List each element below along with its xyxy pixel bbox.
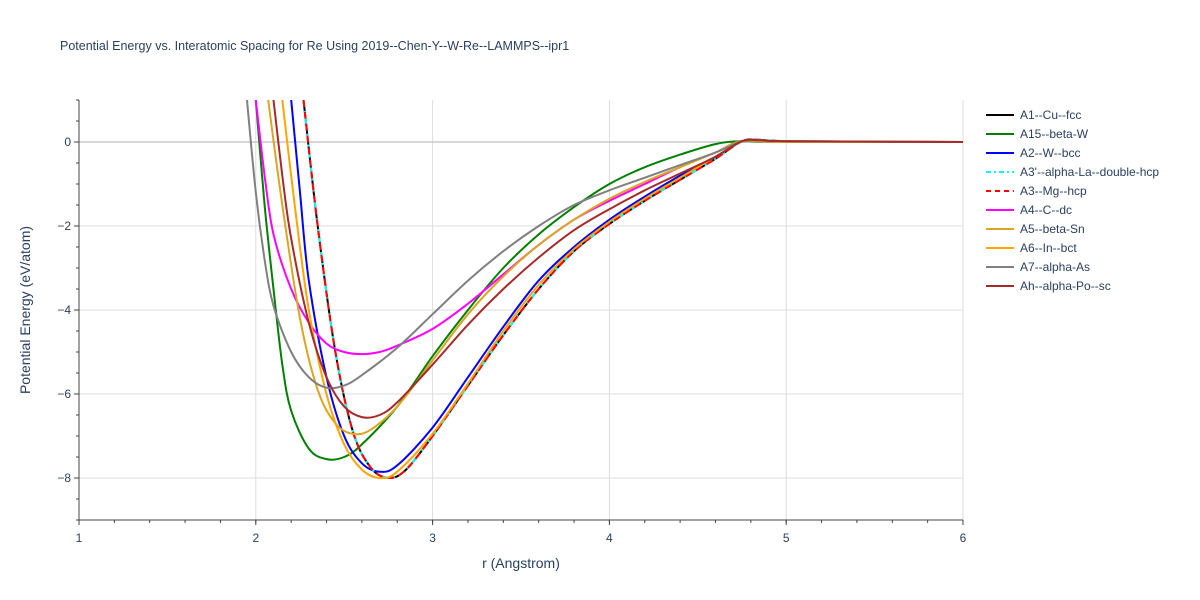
legend-label: A2--W--bcc [1020, 146, 1080, 160]
series-line-a15-beta-w [254, 100, 963, 461]
series-line-ah-alpha-po-sc [272, 100, 963, 419]
axes: 1 2 3 4 5 6 0 −2 −4 −6 −8 [57, 99, 967, 545]
x-tick-label: 4 [606, 531, 613, 545]
chart-title: Potential Energy vs. Interatomic Spacing… [60, 39, 569, 53]
x-axis-label: r (Angstrom) [482, 555, 560, 571]
legend-item[interactable]: A5--beta-Sn [986, 222, 1085, 236]
legend-label: A6--In--bct [1020, 241, 1077, 255]
legend[interactable]: A1--Cu--fcc A15--beta-W A2--W--bcc A3'--alp… [986, 108, 1159, 293]
legend-item[interactable]: A3'--alpha-La--double-hcp [986, 165, 1159, 179]
legend-label: A3'--alpha-La--double-hcp [1020, 165, 1159, 179]
y-tick-label: −6 [57, 387, 71, 401]
legend-label: Ah--alpha-Po--sc [1020, 279, 1111, 293]
legend-item[interactable]: A4--C--dc [986, 203, 1072, 217]
y-tick-label: −2 [57, 219, 71, 233]
legend-label: A7--alpha-As [1020, 260, 1090, 274]
series-line-a7-alpha-as [246, 100, 963, 390]
grid [79, 100, 964, 520]
legend-item[interactable]: A7--alpha-As [986, 260, 1090, 274]
y-tick-label: 0 [64, 135, 71, 149]
legend-item[interactable]: A2--W--bcc [986, 146, 1080, 160]
y-tick-label: −4 [57, 303, 71, 317]
series-line-a3-mg-hcp [302, 100, 963, 480]
x-tick-label: 2 [252, 531, 259, 545]
series-line-a1-cu-fcc [302, 100, 963, 480]
series-line-a2-w-bcc [290, 100, 963, 473]
series-lines [246, 100, 963, 480]
legend-label: A15--beta-W [1020, 127, 1089, 141]
legend-label: A3--Mg--hcp [1020, 184, 1087, 198]
x-tick-label: 6 [960, 531, 967, 545]
legend-item[interactable]: A3--Mg--hcp [986, 184, 1087, 198]
series-line-a5-beta-sn [267, 100, 963, 436]
legend-label: A4--C--dc [1020, 203, 1072, 217]
legend-label: A1--Cu--fcc [1020, 108, 1081, 122]
legend-item[interactable]: Ah--alpha-Po--sc [986, 279, 1111, 293]
legend-item[interactable]: A15--beta-W [986, 127, 1089, 141]
legend-label: A5--beta-Sn [1020, 222, 1085, 236]
x-tick-label: 1 [76, 531, 83, 545]
x-tick-label: 5 [783, 531, 790, 545]
y-tick-label: −8 [57, 471, 71, 485]
x-tick-label: 3 [429, 531, 436, 545]
legend-item[interactable]: A6--In--bct [986, 241, 1077, 255]
series-line-a3-alpha-la-double-hcp [302, 100, 963, 480]
y-axis-label: Potential Energy (eV/atom) [17, 226, 33, 394]
legend-item[interactable]: A1--Cu--fcc [986, 108, 1081, 122]
